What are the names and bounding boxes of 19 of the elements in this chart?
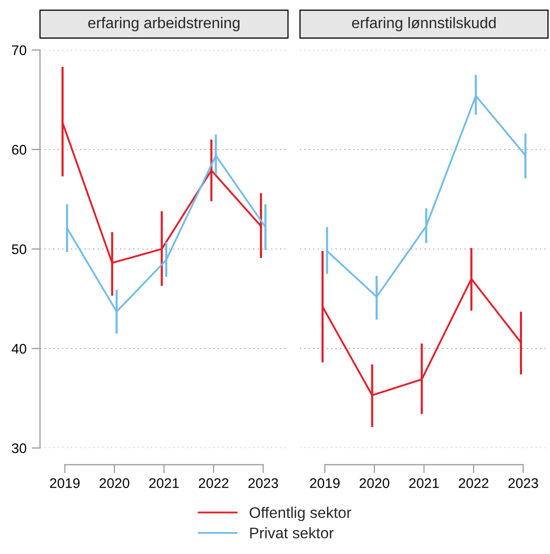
legend-label: Offentlig sektor	[250, 506, 352, 522]
chart-title: erfaring lønnstilskudd	[352, 17, 496, 32]
x-tick-label: 2020	[100, 478, 130, 488]
x-tick-label: 2021	[149, 478, 179, 488]
x-tick-label: 2020	[360, 478, 390, 488]
y-tick-label: 40	[12, 344, 26, 354]
y-tick-label: 70	[12, 45, 26, 56]
x-tick-label: 2021	[409, 478, 439, 488]
x-tick-label: 2023	[508, 478, 538, 488]
y-tick-label: 30	[12, 443, 26, 454]
chart-title: erfaring arbeidstrening	[88, 17, 240, 32]
x-tick-label: 2022	[458, 478, 488, 488]
legend-label: Privat sektor	[250, 527, 334, 538]
x-tick-label: 2019	[310, 478, 340, 488]
y-tick-label: 60	[12, 144, 26, 155]
x-tick-label: 2022	[198, 478, 228, 488]
x-tick-label: 2019	[50, 478, 80, 488]
x-tick-label: 2023	[248, 478, 278, 488]
y-tick-label: 50	[12, 244, 26, 254]
